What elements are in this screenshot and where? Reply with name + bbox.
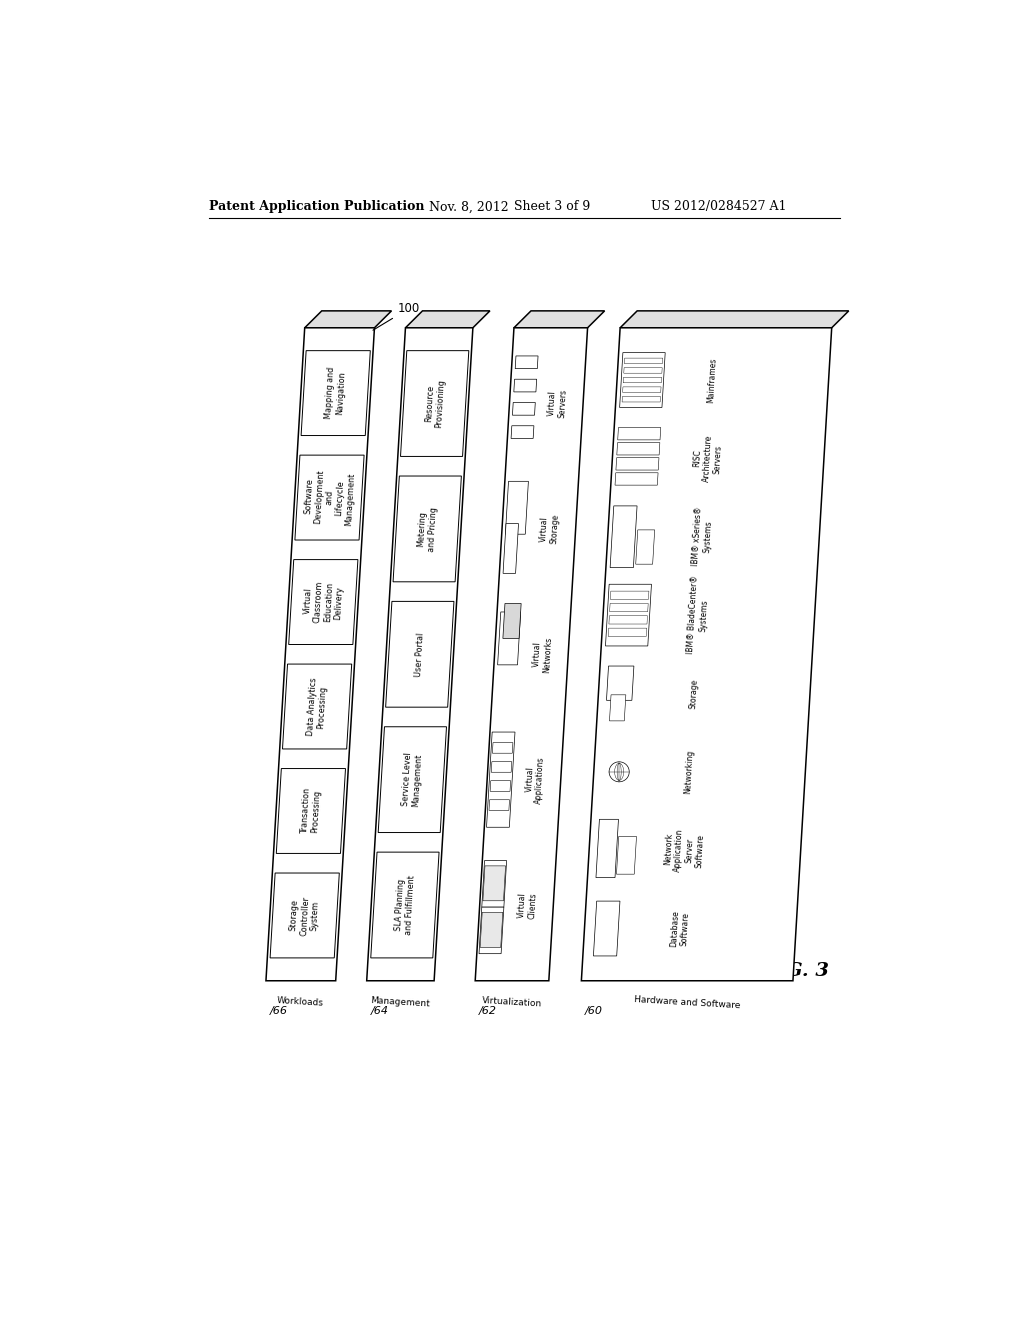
Text: IBM® BladeCenter®
Systems: IBM® BladeCenter® Systems (686, 576, 711, 655)
Text: Management: Management (370, 997, 430, 1008)
Polygon shape (503, 524, 518, 573)
Polygon shape (367, 327, 473, 981)
Polygon shape (582, 327, 831, 981)
Polygon shape (596, 820, 618, 878)
Polygon shape (616, 442, 659, 455)
Polygon shape (305, 312, 391, 327)
Polygon shape (493, 743, 513, 754)
Polygon shape (616, 837, 637, 874)
Polygon shape (492, 762, 512, 772)
Text: Software
Development
and
Lifecycle
Management: Software Development and Lifecycle Manag… (303, 469, 356, 527)
Polygon shape (400, 351, 469, 457)
Polygon shape (266, 327, 375, 981)
Polygon shape (276, 768, 345, 854)
Polygon shape (609, 694, 626, 721)
Polygon shape (608, 628, 647, 636)
Text: 100: 100 (373, 302, 420, 330)
Text: Patent Application Publication: Patent Application Publication (209, 201, 425, 214)
Polygon shape (393, 477, 462, 582)
Polygon shape (378, 727, 446, 833)
Polygon shape (515, 356, 538, 368)
Polygon shape (481, 861, 507, 907)
Polygon shape (479, 907, 504, 953)
Polygon shape (620, 352, 666, 408)
Polygon shape (624, 378, 662, 383)
Polygon shape (617, 428, 660, 440)
Polygon shape (623, 387, 662, 392)
Text: /62: /62 (479, 1006, 497, 1016)
Text: Resource
Provisioning: Resource Provisioning (424, 379, 445, 429)
Polygon shape (289, 560, 358, 644)
Polygon shape (386, 602, 454, 708)
Polygon shape (594, 902, 620, 956)
Polygon shape (406, 312, 489, 327)
Circle shape (609, 762, 629, 781)
Text: Virtual
Servers: Virtual Servers (547, 388, 568, 418)
Text: Virtual
Clients: Virtual Clients (517, 891, 538, 919)
Polygon shape (514, 379, 537, 392)
Text: User Portal: User Portal (414, 632, 426, 677)
Text: Transaction
Processing: Transaction Processing (300, 788, 322, 834)
Polygon shape (506, 482, 528, 535)
Text: Virtual
Networks: Virtual Networks (531, 636, 553, 673)
Polygon shape (371, 853, 439, 958)
Polygon shape (636, 529, 654, 564)
Polygon shape (605, 585, 651, 645)
Polygon shape (514, 312, 604, 327)
Text: /66: /66 (270, 1006, 288, 1016)
Text: SLA Planning
and Fulfillment: SLA Planning and Fulfillment (393, 875, 417, 936)
Polygon shape (283, 664, 351, 748)
Text: Workloads: Workloads (276, 997, 325, 1008)
Text: FIG. 3: FIG. 3 (763, 962, 829, 979)
Text: Service Level
Management: Service Level Management (401, 752, 424, 807)
Text: Nov. 8, 2012: Nov. 8, 2012 (429, 201, 508, 214)
Polygon shape (615, 473, 658, 486)
Text: Mapping and
Navigation: Mapping and Navigation (325, 367, 347, 420)
Text: Virtual
Classroom
Education
Delivery: Virtual Classroom Education Delivery (302, 579, 345, 624)
Polygon shape (624, 368, 663, 374)
Text: Mainframes: Mainframes (707, 358, 718, 403)
Polygon shape (625, 358, 663, 363)
Text: Virtual
Applications: Virtual Applications (524, 755, 546, 804)
Polygon shape (610, 591, 649, 599)
Text: US 2012/0284527 A1: US 2012/0284527 A1 (651, 201, 786, 214)
Text: Networking: Networking (683, 750, 694, 795)
Polygon shape (609, 603, 648, 611)
Polygon shape (483, 866, 506, 900)
Polygon shape (486, 733, 515, 828)
Polygon shape (301, 351, 371, 436)
Text: Hardware and Software: Hardware and Software (634, 994, 740, 1010)
Text: Sheet 3 of 9: Sheet 3 of 9 (514, 201, 590, 214)
Text: Database
Software: Database Software (669, 909, 690, 948)
Text: Virtual
Storage: Virtual Storage (540, 513, 560, 544)
Polygon shape (490, 780, 511, 791)
Polygon shape (622, 396, 660, 403)
Text: RISC
Architecture
Servers: RISC Architecture Servers (691, 434, 724, 483)
Polygon shape (475, 327, 588, 981)
Text: Virtualization: Virtualization (481, 995, 542, 1008)
Polygon shape (270, 873, 339, 958)
Polygon shape (512, 403, 536, 416)
Polygon shape (489, 800, 510, 810)
Polygon shape (498, 612, 520, 665)
Polygon shape (621, 312, 849, 327)
Text: Network
Application
Server
Software: Network Application Server Software (663, 828, 706, 873)
Text: Data Analytics
Processing: Data Analytics Processing (306, 677, 329, 737)
Text: Metering
and Pricing: Metering and Pricing (416, 506, 438, 552)
Polygon shape (610, 506, 637, 568)
Polygon shape (503, 603, 521, 639)
Text: Storage
Controller
System: Storage Controller System (289, 895, 321, 936)
Text: /64: /64 (371, 1006, 388, 1016)
Text: IBM® xSeries®
Systems: IBM® xSeries® Systems (691, 507, 715, 568)
Text: /60: /60 (586, 1006, 603, 1016)
Polygon shape (295, 455, 365, 540)
Polygon shape (480, 912, 503, 948)
Polygon shape (609, 616, 647, 624)
Polygon shape (511, 426, 534, 438)
Polygon shape (606, 667, 634, 701)
Text: Storage: Storage (688, 678, 699, 709)
Polygon shape (615, 458, 659, 470)
